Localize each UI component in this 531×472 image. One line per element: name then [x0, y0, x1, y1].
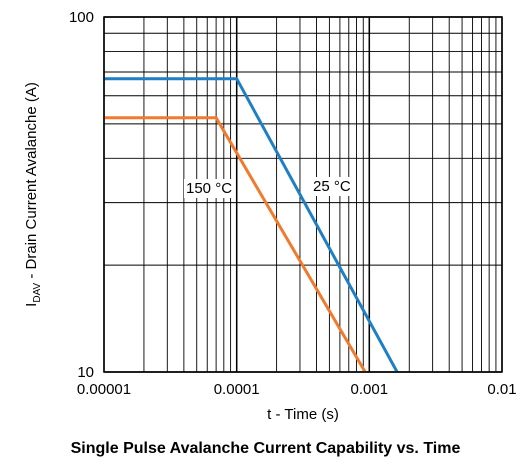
plot-frame — [103, 16, 503, 373]
series-line-150c — [104, 116, 367, 373]
y-tick-label: 10 — [77, 364, 94, 381]
annotation-150c: 150 °C — [186, 180, 232, 197]
y-axis-label: IDAV - Drain Current Avalanche (A) — [23, 82, 43, 307]
grid-lines — [103, 16, 503, 373]
series-line-25c — [104, 77, 399, 373]
y-axis-label-sub: DAV — [32, 282, 43, 302]
chart-title: Single Pulse Avalanche Current Capabilit… — [70, 440, 461, 457]
series-group — [104, 77, 399, 373]
y-axis-label-main: I — [23, 303, 40, 307]
y-axis-label-rest: - Drain Current Avalanche (A) — [23, 82, 40, 283]
x-axis-label: t - Time (s) — [267, 406, 339, 423]
x-tick-label: 0.01 — [487, 381, 516, 398]
tick-labels: 0.00001 0.0001 0.001 0.01 10 100 — [69, 9, 517, 398]
chart-svg: 0.00001 0.0001 0.001 0.01 10 100 150 °C 25 °C… — [23, 9, 517, 423]
annotation-background — [184, 179, 235, 198]
x-tick-label: 0.0001 — [214, 381, 260, 398]
annotation-background — [311, 177, 353, 196]
annotation-25c: 25 °C — [313, 178, 351, 195]
x-tick-label: 0.00001 — [77, 381, 131, 398]
x-tick-label: 0.001 — [351, 381, 389, 398]
y-tick-label: 100 — [69, 9, 94, 26]
